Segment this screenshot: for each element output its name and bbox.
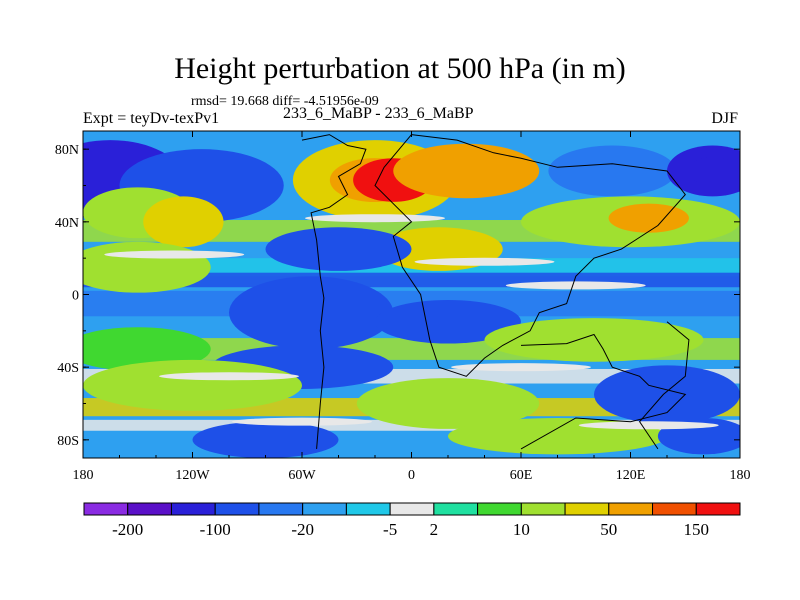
colorbar-label: 150: [684, 520, 710, 539]
field-contour: [83, 327, 211, 371]
stats-text: rmsd= 19.668 diff= -4.51956e-09: [191, 94, 379, 109]
field-contour: [83, 359, 302, 411]
axes: 180 120W 60W 0 60E 120E 180 80N 40N 0 40S 80S: [55, 131, 751, 483]
field-contour: [484, 318, 704, 362]
colorbar-swatch: [83, 502, 129, 516]
field-contour-core: [687, 156, 738, 185]
x-tick-label: 120W: [175, 468, 210, 483]
field-contour: [229, 276, 394, 349]
field-contour: [265, 227, 412, 271]
colorbar-swatch: [345, 502, 391, 516]
colorbar-swatch: [170, 502, 216, 516]
y-tick-label: 80S: [57, 434, 79, 449]
y-tick-label: 40N: [55, 216, 79, 231]
field-contour: [143, 196, 224, 248]
coastline: [638, 321, 690, 450]
comparison-label: 233_6_MaBP - 233_6_MaBP: [283, 105, 474, 122]
field-contour-core: [426, 155, 507, 186]
colorbar-swatch: [258, 502, 304, 516]
colorbar-swatch: [214, 502, 260, 516]
colorbar-swatch: [652, 502, 697, 516]
x-tick-label: 180: [73, 468, 94, 483]
coastline: [374, 134, 686, 377]
colorbar-swatch: [477, 502, 522, 516]
field-contour-core: [626, 210, 671, 227]
colorbar-label: -5: [383, 520, 397, 539]
zero-contour: [232, 417, 372, 426]
chart-title: Height perturbation at 500 hPa (in m): [174, 52, 626, 85]
colorbar-label: 50: [600, 520, 617, 539]
field-contour: [594, 365, 740, 424]
y-tick-label: 40S: [57, 361, 79, 376]
zero-contour: [451, 363, 591, 372]
colorbar-label: 10: [513, 520, 530, 539]
zero-contour: [414, 257, 555, 266]
colorbar-swatch: [389, 502, 435, 516]
x-tick-label: 60E: [510, 468, 533, 483]
field-contour: [356, 378, 540, 429]
field-contour: [83, 241, 211, 293]
colorbar-label: -200: [112, 520, 143, 539]
field-contour: [192, 421, 339, 458]
zero-contour: [305, 214, 445, 223]
coastline: [301, 134, 367, 449]
colorbar-swatch: [695, 502, 741, 516]
x-tick-label: 180: [730, 468, 751, 483]
experiment-label: Expt = teyDv-texPv1: [83, 110, 220, 127]
colorbar-label: -100: [200, 520, 231, 539]
colorbar-swatch: [564, 502, 610, 516]
colorbar-swatch: [302, 502, 347, 516]
colorbar-swatch: [608, 502, 654, 516]
coastline: [520, 333, 687, 450]
colorbar-swatch: [127, 502, 172, 516]
continent-outlines: [301, 134, 690, 450]
zero-contour: [104, 250, 245, 259]
zero-contour: [578, 421, 719, 430]
zero-contour: [159, 372, 299, 381]
contour-field: [83, 131, 740, 458]
field-contour: [375, 299, 521, 344]
season-label: DJF: [711, 110, 738, 127]
colorbar-swatch: [433, 502, 479, 516]
field-contour: [548, 145, 677, 197]
x-tick-label: 120E: [616, 468, 646, 483]
colorbar: -200 -100 -20 -5 2 10 50 150: [83, 502, 741, 539]
x-tick-label: 0: [408, 468, 415, 483]
y-tick-label: 80N: [55, 143, 79, 158]
colorbar-label: 2: [430, 520, 439, 539]
colorbar-label: -20: [291, 520, 314, 539]
zero-contour: [505, 281, 646, 290]
x-tick-label: 60W: [288, 468, 316, 483]
colorbar-swatch: [520, 502, 566, 516]
y-tick-label: 0: [72, 289, 79, 304]
